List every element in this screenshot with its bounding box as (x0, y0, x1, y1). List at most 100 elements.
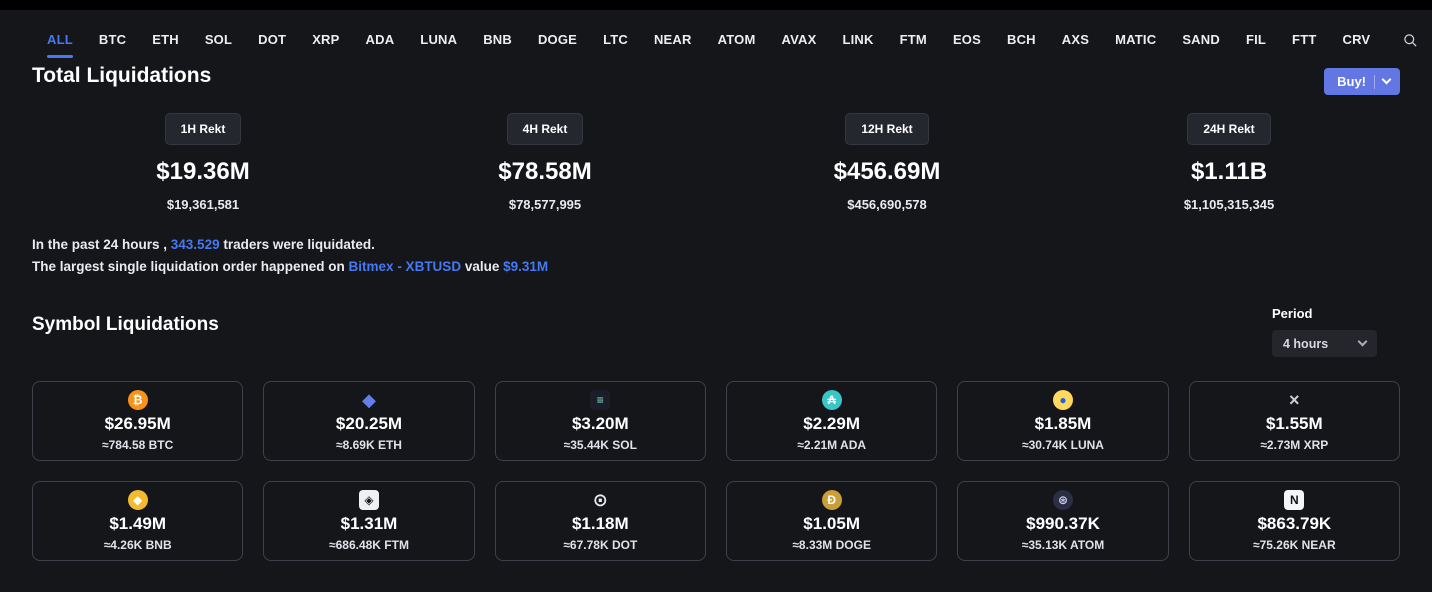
symbol-card[interactable]: ⊛ $990.37K ≈35.13K ATOM (957, 481, 1169, 561)
nav-coin-item[interactable]: BCH (1007, 32, 1036, 47)
symbol-card[interactable]: ◈ $1.31M ≈686.48K FTM (263, 481, 475, 561)
stat-value: $456.69M (833, 158, 941, 185)
nav-coin-item[interactable]: LUNA (420, 32, 458, 47)
btc-icon: ₿ (127, 390, 148, 410)
stat-column: 1H Rekt $19.36M $19,361,581 (32, 113, 374, 212)
summary-line-2: The largest single liquidation order hap… (32, 256, 1400, 278)
card-liquidation-value: $990.37K (1026, 514, 1100, 533)
nav-coin-item[interactable]: LTC (603, 32, 628, 47)
sol-icon: ≡ (590, 390, 611, 410)
symbol-card[interactable]: ⊙ $1.18M ≈67.78K DOT (494, 481, 706, 561)
nav-coin-item[interactable]: DOT (258, 32, 287, 47)
stat-exact-value: $456,690,578 (847, 197, 927, 212)
nav-coin-item[interactable]: SOL (204, 32, 233, 47)
period-control: Period 4 hours (1272, 306, 1377, 357)
total-liquidations-header: Total Liquidations Buy! (0, 58, 1432, 95)
card-liquidation-value: $1.85M (1034, 414, 1092, 433)
card-liquidation-value: $1.49M (109, 514, 167, 533)
symbol-card[interactable]: × $1.55M ≈2.73M XRP (1188, 381, 1400, 461)
nav-coin-item[interactable]: ADA (365, 32, 395, 47)
card-coin-amount: ≈75.26K NEAR (1253, 538, 1336, 552)
stat-value: $78.58M (498, 158, 592, 185)
nav-coin-item[interactable]: FIL (1245, 32, 1267, 47)
chevron-down-icon (1381, 74, 1392, 85)
nav-coin-item[interactable]: SAND (1182, 32, 1220, 47)
ftm-icon: ◈ (358, 490, 379, 510)
nav-coin-item[interactable]: LINK (842, 32, 874, 47)
liquidation-summary: In the past 24 hours , 343.529 traders w… (0, 234, 1432, 278)
buy-button-label: Buy! (1337, 74, 1366, 89)
total-liquidations-title: Total Liquidations (32, 64, 212, 87)
rekt-period-badge[interactable]: 24H Rekt (1187, 113, 1271, 145)
card-coin-amount: ≈67.78K DOT (563, 538, 638, 552)
nav-coin-item[interactable]: USDT (1396, 32, 1397, 58)
stat-column: 12H Rekt $456.69M $456,690,578 (716, 113, 1058, 212)
symbol-card[interactable]: ₳ $2.29M ≈2.21M ADA (725, 381, 938, 461)
xrp-icon: × (1289, 390, 1300, 410)
card-coin-amount: ≈4.26K BNB (103, 538, 172, 552)
nav-coin-item[interactable]: FTT (1292, 32, 1317, 47)
card-liquidation-value: $863.79K (1257, 514, 1332, 533)
nav-coin-item[interactable]: AVAX (781, 32, 817, 47)
eth-icon: ◆ (362, 390, 376, 410)
traders-count: 343.529 (170, 237, 220, 252)
card-liquidation-value: $1.55M (1265, 414, 1323, 433)
stat-value: $1.11B (1190, 158, 1268, 185)
summary-text: value (461, 259, 504, 274)
card-coin-amount: ≈8.33M DOGE (792, 538, 871, 552)
card-coin-amount: ≈35.44K SOL (563, 438, 637, 452)
nav-coin-item[interactable]: FTM (899, 32, 927, 47)
nav-coin-item[interactable]: EOS (952, 32, 981, 47)
nav-coin-item[interactable]: DOGE (537, 32, 578, 47)
search-icon[interactable] (1403, 32, 1418, 48)
symbol-card[interactable]: ◆ $1.49M ≈4.26K BNB (32, 481, 244, 561)
symbol-card[interactable]: ● $1.85M ≈30.74K LUNA (957, 381, 1169, 461)
largest-order-market-link[interactable]: Bitmex - XBTUSD (348, 259, 462, 274)
nav-coin-item[interactable]: MATIC (1115, 32, 1157, 47)
coin-ticker-nav: ALL BTC ETH SOL DOT XRP ADA LUNA BNB DOG… (0, 10, 1432, 58)
dot-icon: ⊙ (592, 490, 608, 510)
rekt-period-badge[interactable]: 12H Rekt (845, 113, 929, 145)
total-stats: 1H Rekt $19.36M $19,361,581 4H Rekt $78.… (0, 113, 1432, 212)
card-coin-amount: ≈35.13K ATOM (1021, 538, 1105, 552)
nav-coin-item[interactable]: BNB (483, 32, 512, 47)
symbol-card[interactable]: Ð $1.05M ≈8.33M DOGE (725, 481, 938, 561)
stat-exact-value: $78,577,995 (508, 197, 582, 212)
card-coin-amount: ≈2.21M ADA (797, 438, 867, 452)
rekt-period-badge[interactable]: 1H Rekt (164, 113, 242, 145)
card-coin-amount: ≈8.69K ETH (336, 438, 402, 452)
doge-icon: Ð (821, 490, 842, 510)
top-black-bar (0, 0, 1432, 10)
summary-text: In the past 24 hours , (32, 237, 171, 252)
nav-coin-item[interactable]: ALL (47, 32, 73, 58)
summary-text: traders were liquidated. (219, 237, 375, 252)
symbol-card[interactable]: N $863.79K ≈75.26K NEAR (1188, 481, 1400, 561)
nav-coin-item[interactable]: ETH (152, 32, 179, 47)
symbol-card[interactable]: ₿ $26.95M ≈784.58 BTC (32, 381, 244, 461)
period-label: Period (1272, 306, 1313, 321)
nav-coin-item[interactable]: CRV (1342, 32, 1371, 47)
nav-coin-item[interactable]: BTC (98, 32, 127, 47)
card-coin-amount: ≈2.73M XRP (1260, 438, 1329, 452)
buy-button-divider (1374, 74, 1375, 89)
nav-coin-item[interactable]: ATOM (717, 32, 756, 47)
rekt-period-badge[interactable]: 4H Rekt (506, 113, 584, 145)
ada-icon: ₳ (821, 390, 842, 410)
card-liquidation-value: $1.05M (803, 514, 860, 533)
coin-nav-list: ALL BTC ETH SOL DOT XRP ADA LUNA BNB DOG… (47, 32, 1397, 58)
nav-coin-item[interactable]: XRP (312, 32, 340, 47)
card-liquidation-value: $26.95M (104, 414, 171, 433)
card-coin-amount: ≈784.58 BTC (102, 438, 174, 452)
buy-button[interactable]: Buy! (1324, 68, 1400, 95)
card-coin-amount: ≈30.74K LUNA (1022, 438, 1104, 452)
atom-icon: ⊛ (1052, 490, 1073, 510)
summary-line-1: In the past 24 hours , 343.529 traders w… (32, 234, 1400, 256)
symbol-card[interactable]: ≡ $3.20M ≈35.44K SOL (494, 381, 706, 461)
card-liquidation-value: $20.25M (335, 414, 403, 433)
nav-coin-item[interactable]: NEAR (653, 32, 692, 47)
symbol-card[interactable]: ◆ $20.25M ≈8.69K ETH (263, 381, 475, 461)
period-select[interactable]: 4 hours (1272, 330, 1377, 357)
stat-exact-value: $19,361,581 (166, 197, 240, 212)
card-liquidation-value: $3.20M (571, 414, 629, 433)
nav-coin-item[interactable]: AXS (1061, 32, 1090, 47)
